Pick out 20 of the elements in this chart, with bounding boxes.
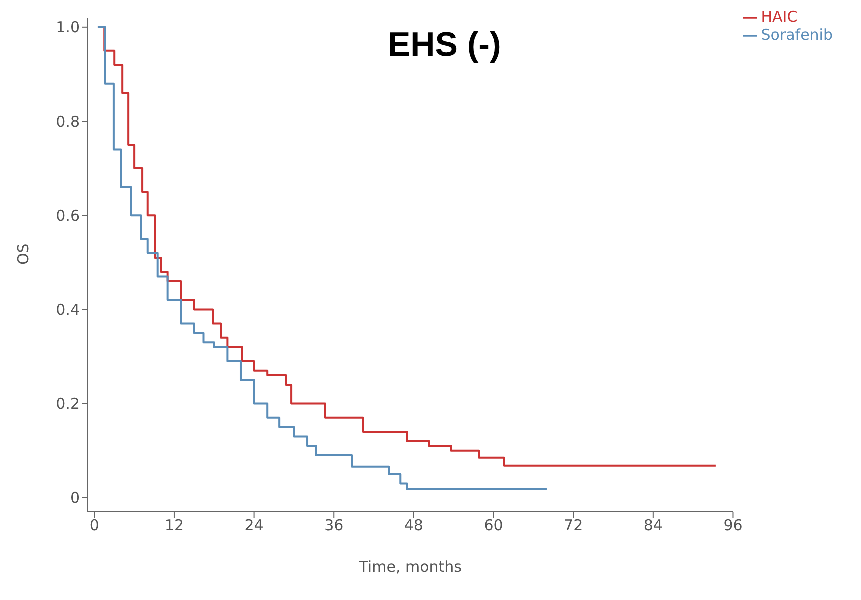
legend-label: HAIC (761, 8, 798, 26)
y-tick-label: 0.2 (56, 395, 80, 414)
y-axis-title: OS (14, 244, 32, 265)
x-tick-label: 0 (90, 516, 100, 535)
x-tick-label: 72 (564, 516, 584, 535)
x-tick-label: 12 (164, 516, 184, 535)
x-tick-label: 84 (644, 516, 663, 535)
x-axis-title: Time, months (358, 558, 462, 576)
x-tick-label: 24 (244, 516, 264, 535)
x-tick-label: 48 (404, 516, 424, 535)
x-tick-label: 60 (484, 516, 504, 535)
x-tick-label: 96 (724, 516, 743, 535)
y-tick-label: 1.0 (56, 18, 80, 37)
y-tick-label: 0.4 (56, 301, 80, 320)
y-tick-label: 0.6 (56, 206, 80, 225)
y-tick-label: 0.8 (56, 112, 80, 131)
x-tick-label: 36 (324, 516, 344, 535)
y-tick-label: 0 (70, 489, 80, 508)
legend-label: Sorafenib (761, 26, 833, 44)
chart-title: EHS (-) (388, 26, 502, 65)
